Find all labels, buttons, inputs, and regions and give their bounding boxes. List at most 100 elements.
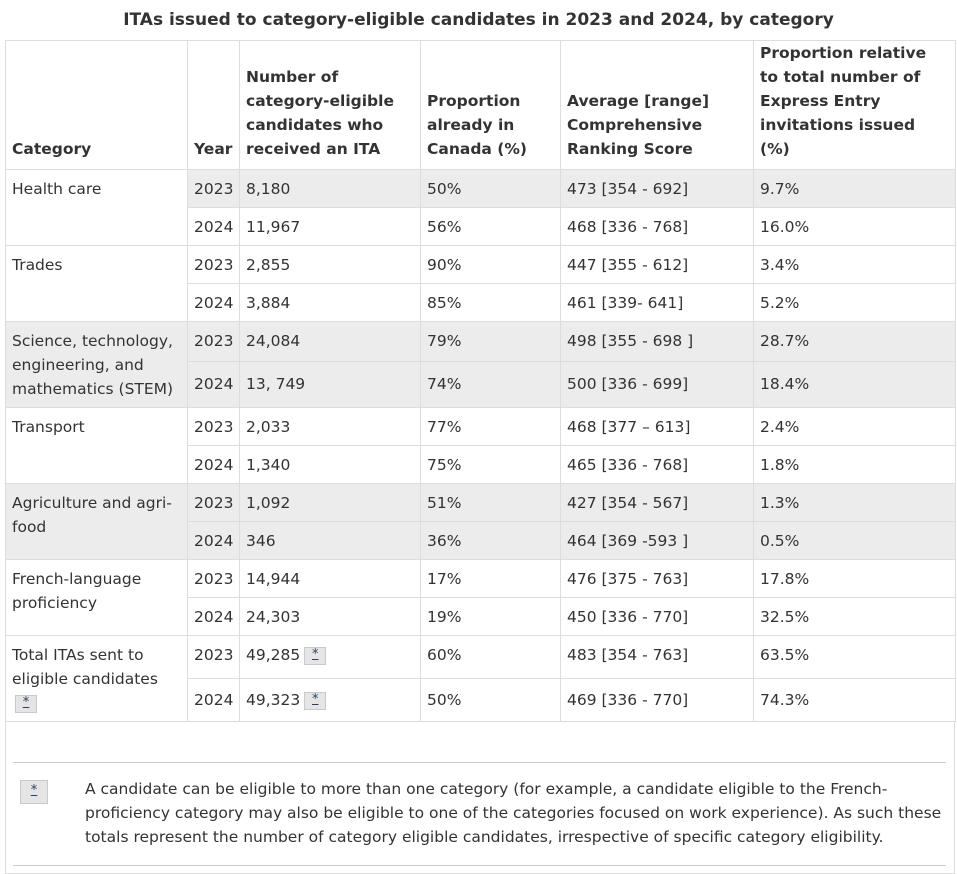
crs-cell: 468 [336 - 768] xyxy=(560,207,754,246)
table-row: Agriculture and agri-food 2023 1,092 51%… xyxy=(5,483,956,560)
in-canada-cell: 17% xyxy=(420,559,561,598)
proportion-cell: 0.5% xyxy=(753,521,956,560)
in-canada-cell: 51% xyxy=(420,483,561,522)
year-cell: 2023 xyxy=(187,483,240,522)
year-cell: 2023 xyxy=(187,169,240,208)
table-row: Health care 2023 8,180 50% 473 [354 - 69… xyxy=(5,169,956,246)
year-cell: 2023 xyxy=(187,407,240,446)
year-cell: 2024 xyxy=(187,283,240,322)
footnote-return-link[interactable]: * xyxy=(20,780,48,804)
itas-value: 49,323 xyxy=(246,691,301,709)
ita-table: Category Year Number of category-eligibl… xyxy=(5,40,956,722)
itas-cell: 1,092 xyxy=(239,483,421,522)
table-row: 2024 346 36% 464 [369 -593 ] 0.5% xyxy=(6,521,956,560)
crs-cell: 469 [336 - 770] xyxy=(560,678,754,722)
footnote-link[interactable]: * xyxy=(304,647,327,665)
category-cell: Agriculture and agri-food xyxy=(5,483,188,560)
footnote-link[interactable]: * xyxy=(15,695,37,713)
category-cell: French-language proficiency xyxy=(5,559,188,636)
crs-cell: 476 [375 - 763] xyxy=(560,559,754,598)
proportion-cell: 17.8% xyxy=(753,559,956,598)
table-row: French-language proficiency 2023 14,944 … xyxy=(5,559,956,636)
table-row: 2024 3,884 85% 461 [339- 641] 5.2% xyxy=(6,283,956,322)
crs-cell: 498 [355 - 698 ] xyxy=(560,321,754,362)
in-canada-cell: 19% xyxy=(420,597,561,636)
itas-cell: 346 xyxy=(239,521,421,560)
proportion-cell: 9.7% xyxy=(753,169,956,208)
header-row: Category Year Number of category-eligibl… xyxy=(5,40,956,170)
footnote-section: * A candidate can be eligible to more th… xyxy=(13,762,946,866)
header-proportion: Proportion relative to total number of E… xyxy=(753,40,956,170)
proportion-cell: 74.3% xyxy=(753,678,956,722)
header-itas: Number of category-eligible candidates w… xyxy=(239,40,421,170)
table-caption: ITAs issued to category-eligible candida… xyxy=(123,10,834,30)
year-cell: 2024 xyxy=(187,597,240,636)
proportion-cell: 28.7% xyxy=(753,321,956,362)
header-in-canada: Proportion already in Canada (%) xyxy=(420,40,561,170)
header-category: Category xyxy=(5,40,188,170)
proportion-cell: 3.4% xyxy=(753,245,956,284)
itas-cell: 8,180 xyxy=(239,169,421,208)
category-cell: Transport xyxy=(5,407,188,484)
crs-cell: 465 [336 - 768] xyxy=(560,445,754,484)
header-year: Year xyxy=(187,40,240,170)
crs-cell: 461 [339- 641] xyxy=(560,283,754,322)
table-row: Total ITAs sent to eligible candidates * … xyxy=(5,635,956,722)
proportion-cell: 32.5% xyxy=(753,597,956,636)
table-row: Trades 2023 2,855 90% 447 [355 - 612] 3.… xyxy=(5,245,956,322)
table-row: 2024 11,967 56% 468 [336 - 768] 16.0% xyxy=(6,207,956,246)
year-cell: 2024 xyxy=(187,678,240,722)
itas-cell: 2,033 xyxy=(239,407,421,446)
year-cell: 2024 xyxy=(187,521,240,560)
crs-cell: 464 [369 -593 ] xyxy=(560,521,754,560)
proportion-cell: 2.4% xyxy=(753,407,956,446)
crs-cell: 483 [354 - 763] xyxy=(560,635,754,679)
in-canada-cell: 90% xyxy=(420,245,561,284)
itas-cell: 13, 749 xyxy=(239,360,421,409)
table-row: 2024 1,340 75% 465 [336 - 768] 1.8% xyxy=(6,445,956,484)
in-canada-cell: 56% xyxy=(420,207,561,246)
in-canada-cell: 50% xyxy=(420,678,561,722)
year-cell: 2023 xyxy=(187,321,240,362)
itas-cell: 1,340 xyxy=(239,445,421,484)
itas-cell: 14,944 xyxy=(239,559,421,598)
year-cell: 2024 xyxy=(187,207,240,246)
year-cell: 2023 xyxy=(187,559,240,598)
table-row: Transport 2023 2,033 77% 468 [377 – 613]… xyxy=(5,407,956,484)
proportion-cell: 16.0% xyxy=(753,207,956,246)
table-footer: * A candidate can be eligible to more th… xyxy=(5,722,955,874)
category-cell: Science, technology, engineering, and ma… xyxy=(5,321,188,408)
proportion-cell: 18.4% xyxy=(753,360,956,409)
proportion-cell: 63.5% xyxy=(753,635,956,679)
year-cell: 2024 xyxy=(187,445,240,484)
itas-cell: 3,884 xyxy=(239,283,421,322)
table-row: 2024 24,303 19% 450 [336 - 770] 32.5% xyxy=(6,597,956,636)
total-category-label: Total ITAs sent to eligible candidates xyxy=(12,646,158,688)
itas-cell: 24,303 xyxy=(239,597,421,636)
footnote-link[interactable]: * xyxy=(304,692,327,710)
crs-cell: 447 [355 - 612] xyxy=(560,245,754,284)
in-canada-cell: 77% xyxy=(420,407,561,446)
proportion-cell: 1.3% xyxy=(753,483,956,522)
proportion-cell: 5.2% xyxy=(753,283,956,322)
itas-cell: 49,285 * xyxy=(239,635,421,679)
itas-value: 49,285 xyxy=(246,646,301,664)
crs-cell: 427 [354 - 567] xyxy=(560,483,754,522)
footnote-marker: * xyxy=(20,780,48,804)
table-row: Science, technology, engineering, and ma… xyxy=(5,321,956,408)
year-cell: 2024 xyxy=(187,360,240,409)
in-canada-cell: 75% xyxy=(420,445,561,484)
crs-cell: 500 [336 - 699] xyxy=(560,360,754,409)
crs-cell: 468 [377 – 613] xyxy=(560,407,754,446)
in-canada-cell: 85% xyxy=(420,283,561,322)
in-canada-cell: 74% xyxy=(420,360,561,409)
table-row: 2024 49,323 * 50% 469 [336 - 770] 74.3% xyxy=(6,678,956,722)
category-cell: Health care xyxy=(5,169,188,246)
in-canada-cell: 36% xyxy=(420,521,561,560)
in-canada-cell: 60% xyxy=(420,635,561,679)
crs-cell: 473 [354 - 692] xyxy=(560,169,754,208)
in-canada-cell: 79% xyxy=(420,321,561,362)
table-row: 2024 13, 749 74% 500 [336 - 699] 18.4% xyxy=(6,360,956,409)
itas-cell: 49,323 * xyxy=(239,678,421,722)
category-cell: Trades xyxy=(5,245,188,322)
